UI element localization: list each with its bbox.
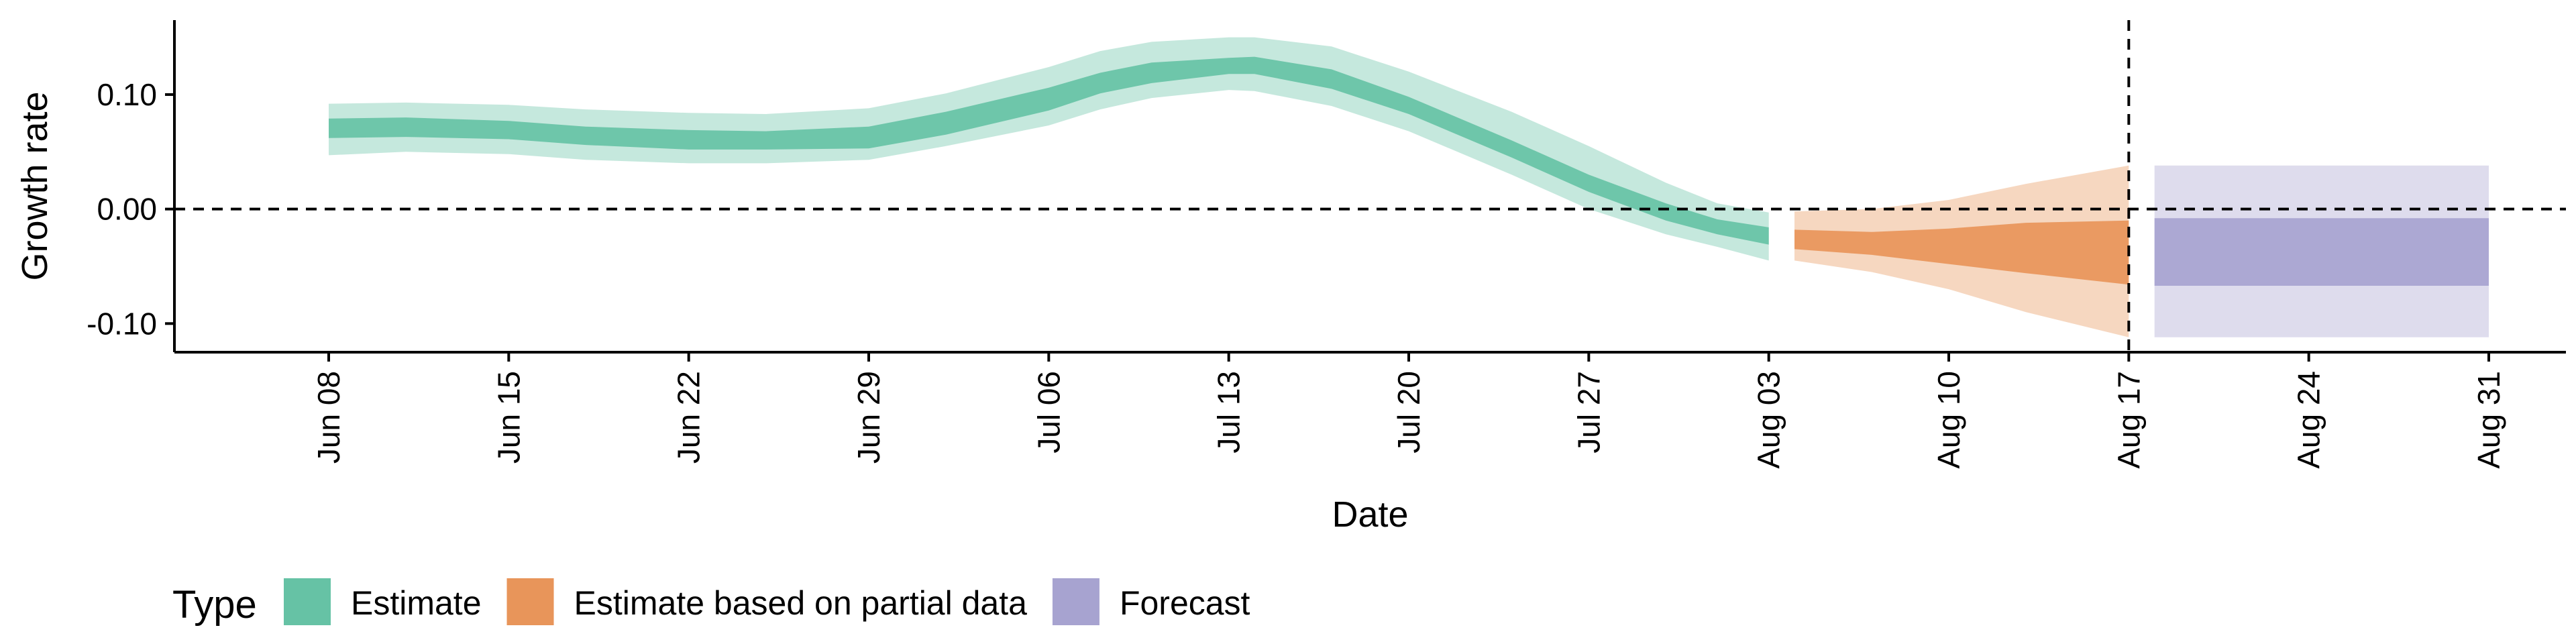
x-tick-label: Jul 20 (1391, 371, 1426, 453)
x-tick-label: Jun 08 (311, 371, 346, 464)
x-tick-label: Jun 29 (851, 371, 886, 464)
x-tick-label: Aug 31 (2471, 371, 2506, 469)
series-1 (329, 37, 1769, 261)
legend-label-2: Estimate based on partial data (574, 584, 1028, 622)
x-tick-label: Jun 15 (491, 371, 526, 464)
series-1-inner-band (329, 56, 1769, 245)
x-tick-label: Jun 22 (672, 371, 706, 464)
legend: Type Estimate Estimate based on partial d… (172, 578, 1250, 627)
y-axis-title: Growth rate (15, 91, 55, 280)
y-tick-label: 0.10 (97, 77, 157, 112)
legend-key-1 (284, 578, 331, 625)
series-bands (329, 37, 2489, 337)
x-tick-label: Jul 13 (1212, 371, 1246, 453)
x-tick-label: Jul 27 (1571, 371, 1606, 453)
series-3 (2154, 165, 2489, 337)
x-tick-label: Aug 24 (2292, 371, 2326, 469)
legend-key-3 (1052, 578, 1099, 625)
legend-label-1: Estimate (351, 584, 482, 622)
x-tick-label: Aug 10 (1931, 371, 1966, 469)
series-3-inner-band (2154, 218, 2489, 286)
x-tick-label: Aug 03 (1752, 371, 1786, 469)
reference-lines (174, 20, 2566, 352)
y-axis-ticks: 0.10 0.00 -0.10 (87, 77, 174, 341)
y-tick-label: -0.10 (87, 306, 157, 341)
legend-title: Type (172, 583, 257, 627)
x-tick-label: Jul 06 (1031, 371, 1066, 453)
legend-label-3: Forecast (1120, 584, 1250, 622)
x-axis-ticks: Jun 08 Jun 15 Jun 22 Jun 29 Jul 06 Jul 13 Jul … (311, 352, 2506, 469)
y-tick-label: 0.00 (97, 192, 157, 227)
axes (173, 20, 2566, 354)
series-1-outer-band (329, 37, 1769, 261)
x-tick-label: Aug 17 (2111, 371, 2146, 469)
series-2 (1794, 165, 2129, 337)
legend-key-2 (506, 578, 554, 625)
x-axis-title: Date (1332, 494, 1408, 535)
series-2-inner-band (1794, 220, 2129, 285)
